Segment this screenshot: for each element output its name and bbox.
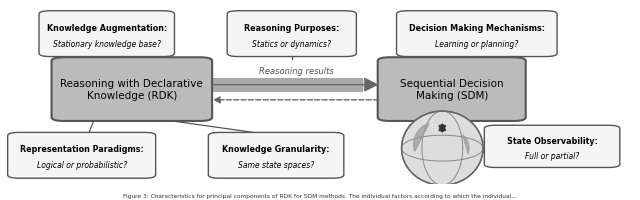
Polygon shape [463,135,469,154]
FancyBboxPatch shape [52,58,212,121]
Text: Knowledge Augmentation:: Knowledge Augmentation: [47,24,167,33]
Polygon shape [401,112,483,185]
Text: Decision Making Mechanisms:: Decision Making Mechanisms: [409,24,545,33]
Text: Learning or planning?: Learning or planning? [435,39,518,48]
Text: Sequential Decision
Making (SDM): Sequential Decision Making (SDM) [400,79,504,100]
FancyBboxPatch shape [484,126,620,168]
Text: Figure 3: Characteristics for principal components of RDK for SDM methods. The i: Figure 3: Characteristics for principal … [123,193,517,198]
Text: Same state spaces?: Same state spaces? [238,160,314,169]
Text: Reasoning results: Reasoning results [259,66,333,75]
FancyBboxPatch shape [209,133,344,178]
FancyBboxPatch shape [397,12,557,57]
FancyBboxPatch shape [39,12,175,57]
FancyBboxPatch shape [8,133,156,178]
Text: Stationary knowledge base?: Stationary knowledge base? [53,39,161,48]
Text: Knowledge Granularity:: Knowledge Granularity: [222,145,330,154]
FancyBboxPatch shape [227,12,356,57]
Text: Statics or dynamics?: Statics or dynamics? [252,39,332,48]
Text: Representation Paradigms:: Representation Paradigms: [20,145,143,154]
Polygon shape [413,124,429,152]
Text: Reasoning with Declarative
Knowledge (RDK): Reasoning with Declarative Knowledge (RD… [60,79,204,100]
Text: Full or partial?: Full or partial? [525,151,579,160]
Text: Logical or probabilistic?: Logical or probabilistic? [36,160,127,169]
Text: State Observability:: State Observability: [507,136,598,145]
Text: Reasoning Purposes:: Reasoning Purposes: [244,24,339,33]
FancyBboxPatch shape [378,58,525,121]
